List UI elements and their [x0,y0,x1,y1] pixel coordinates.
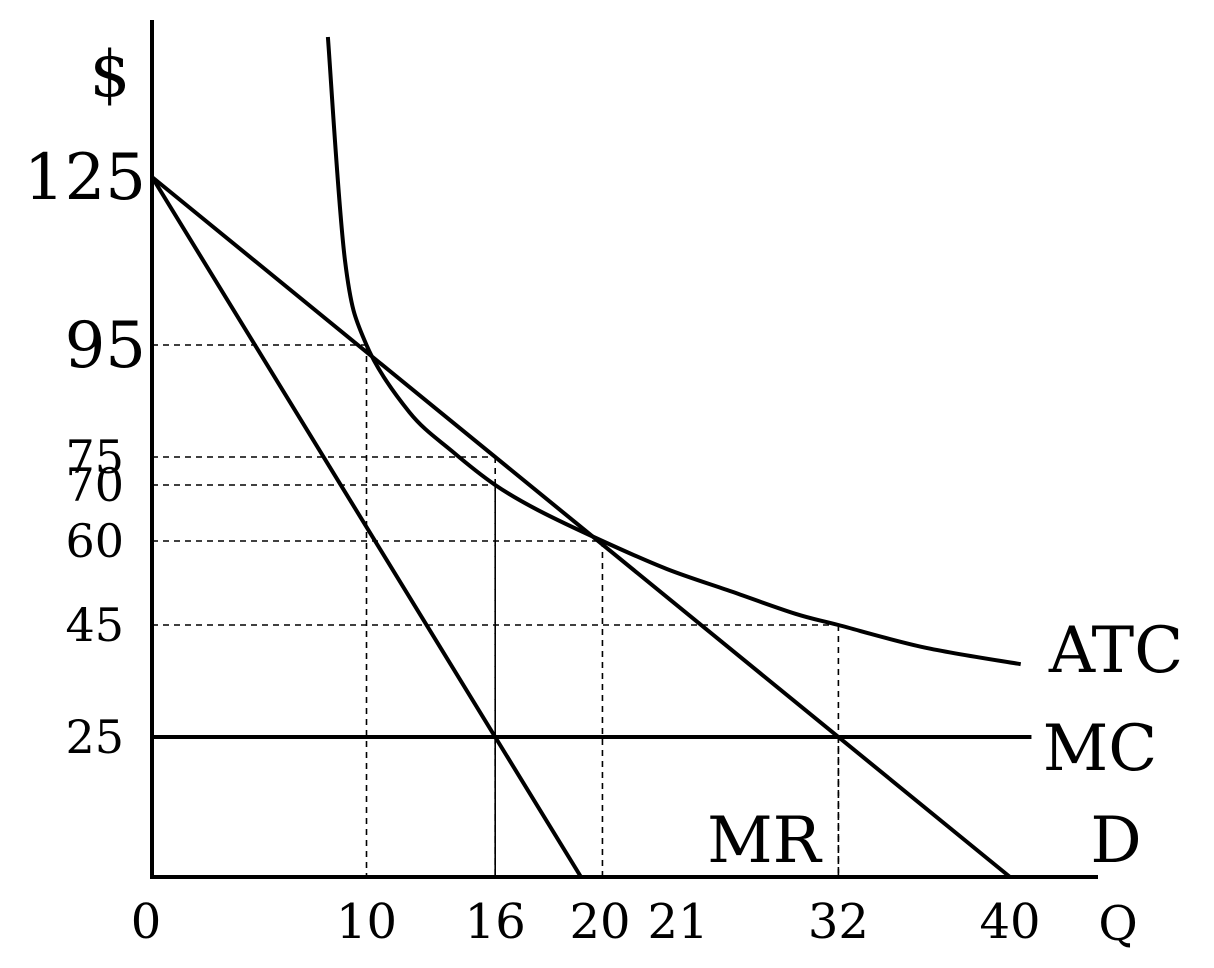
series-label-mc: MC [1043,712,1158,786]
reference-lines [152,344,840,877]
y-tick-label-125: 125 [24,141,146,215]
series-label-mr: MR [707,804,823,878]
y-tick-label-95: 95 [65,309,146,383]
x-axis-title: Q [1098,896,1137,952]
y-tick-label-25: 25 [65,710,124,764]
x-tick-label-20: 20 [569,894,630,950]
series-line-d [150,175,1012,879]
series-label-atc: ATC [1048,614,1183,688]
y-tick-label-70: 70 [65,458,124,512]
series-line-atc [325,36,1022,667]
x-tick-label-32: 32 [808,894,869,950]
x-tick-label-21: 21 [647,894,708,950]
y-axis-title: $ [90,38,131,112]
curves [150,36,1032,879]
x-tick-label-0: 0 [131,894,162,950]
series-line-mr [150,175,583,879]
x-tick-label-16: 16 [465,894,526,950]
y-tick-label-75: 75 [65,430,124,484]
axes [150,20,1098,879]
series-label-d: D [1090,804,1141,878]
y-tick-label-45: 45 [65,598,124,652]
y-tick-label-60: 60 [65,514,124,568]
x-tick-label-40: 40 [979,894,1040,950]
x-tick-label-10: 10 [336,894,397,950]
